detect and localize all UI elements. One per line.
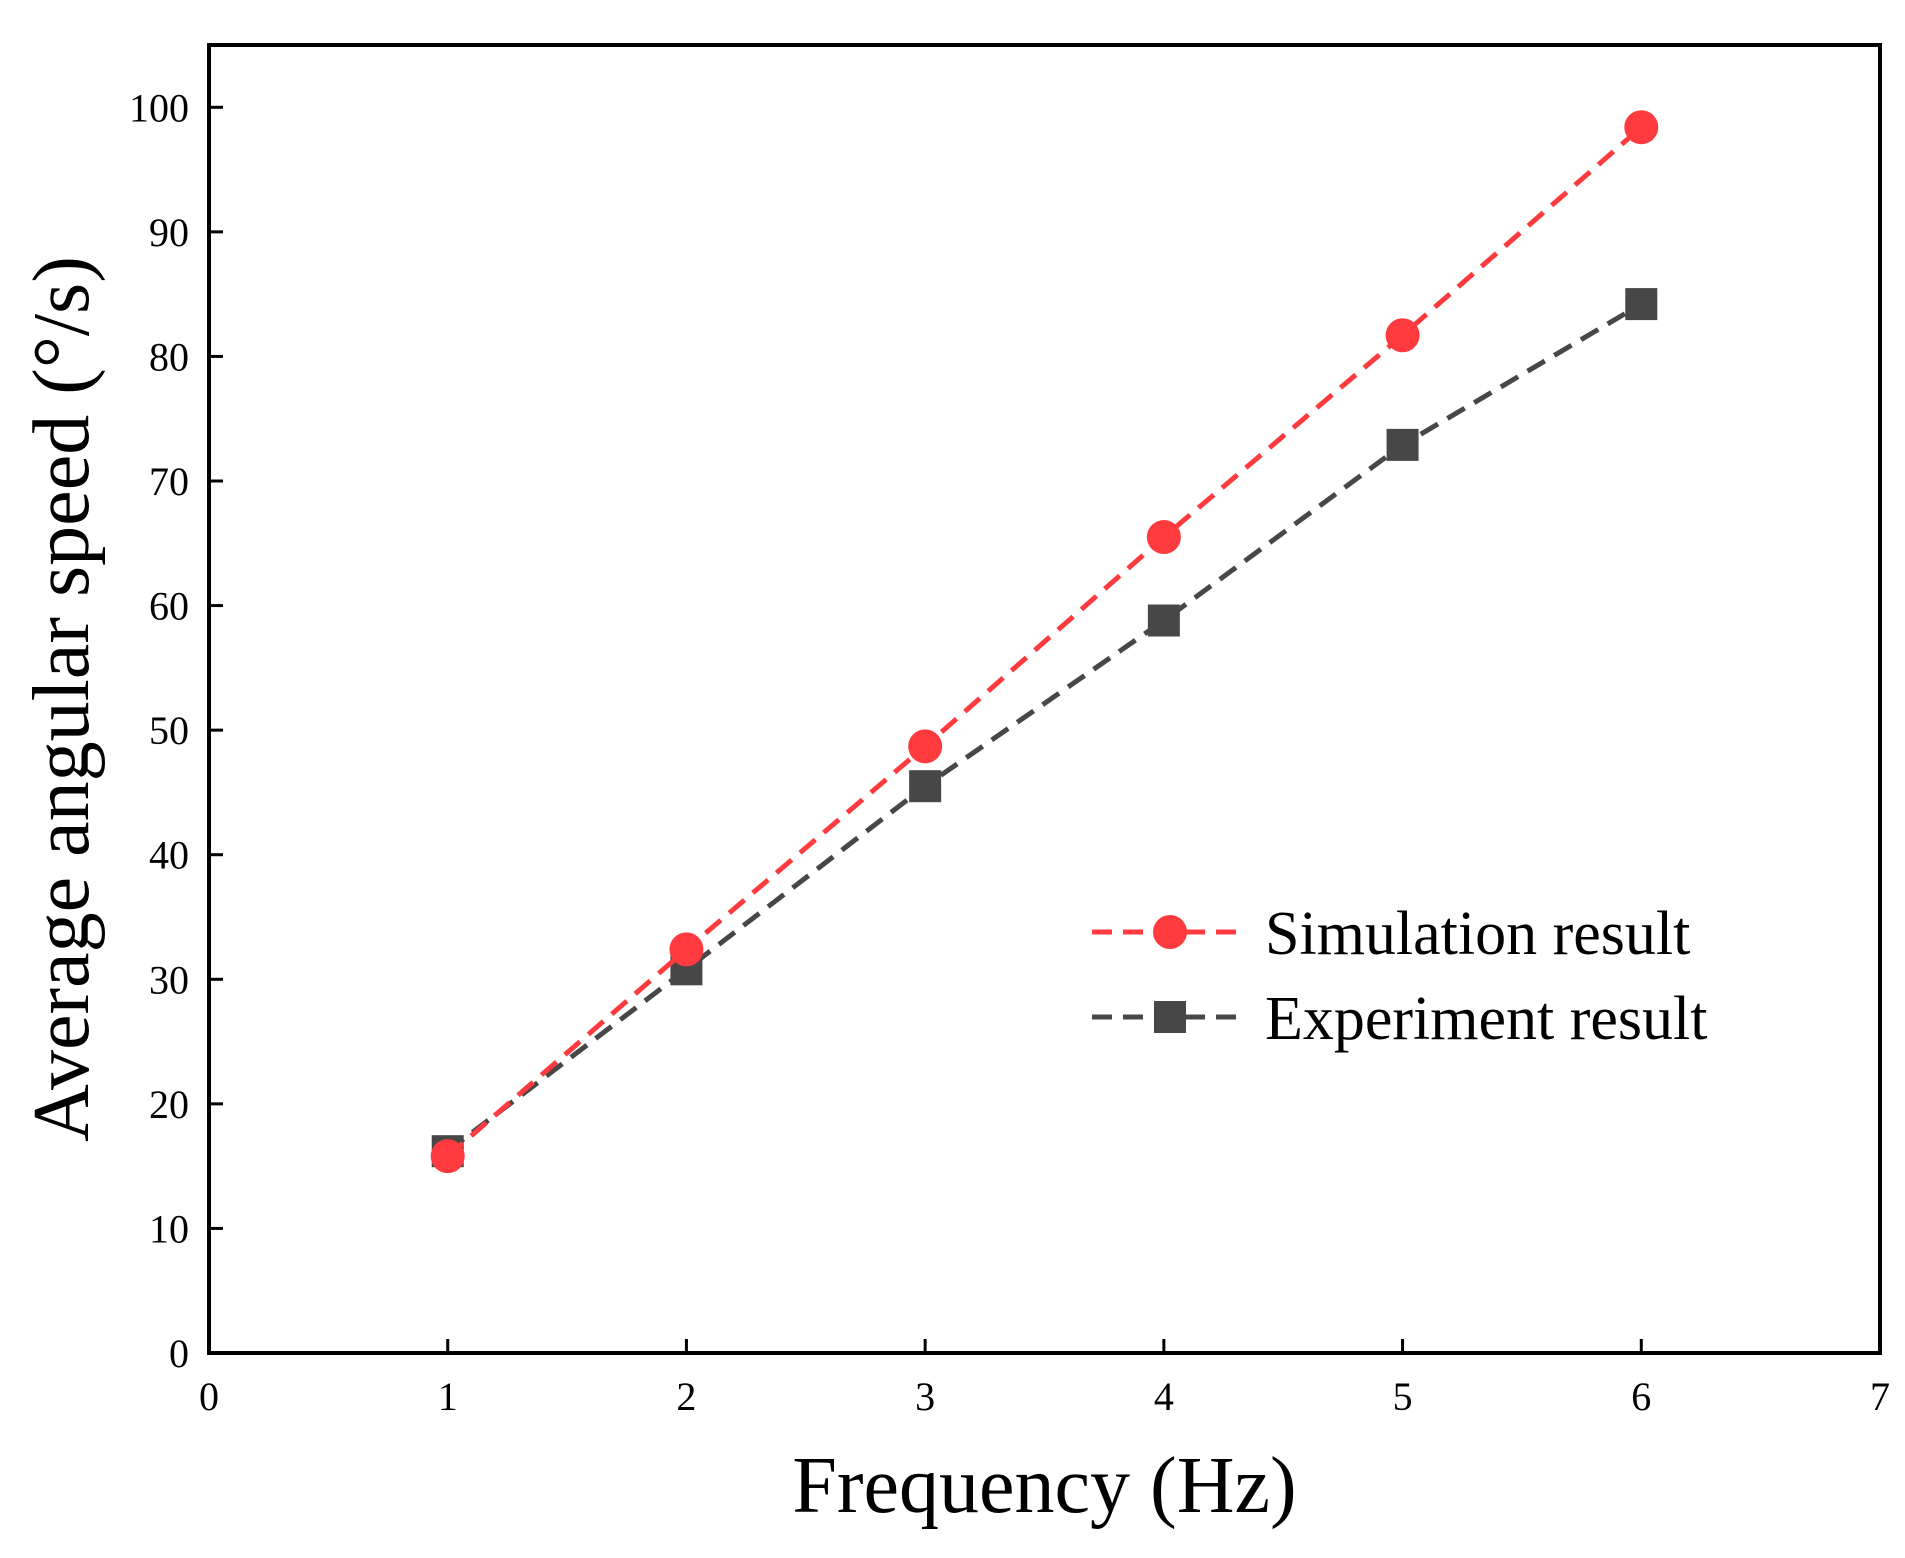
x-axis-title: Frequency (Hz): [792, 1442, 1296, 1530]
point-0-4: [1385, 318, 1420, 353]
x-tick-label-0: 0: [199, 1374, 219, 1419]
x-tick-label-5: 5: [1393, 1374, 1413, 1419]
y-tick-label-4: 40: [149, 833, 189, 878]
series-line-0: [446, 125, 1643, 1159]
y-tick-label-3: 30: [149, 957, 189, 1002]
point-0-3: [1146, 520, 1181, 555]
x-tick-label-4: 4: [1154, 1374, 1174, 1419]
legend-item-0: Simulation result: [1092, 900, 1690, 968]
x-tick-label-6: 6: [1631, 1374, 1651, 1419]
x-axis: 0 1 2 3 4 5 6 7: [199, 1339, 1890, 1419]
series-simulation: [430, 110, 1659, 1174]
series-group: [430, 110, 1659, 1174]
legend-label-1: Experiment result: [1265, 985, 1707, 1053]
y-tick-label-0: 0: [169, 1331, 189, 1376]
y-tick-label-7: 70: [149, 459, 189, 504]
y-tick-label-6: 60: [149, 584, 189, 629]
x-tick-label-1: 1: [438, 1374, 458, 1419]
x-tick-label-2: 2: [676, 1374, 696, 1419]
point-1-3: [1147, 604, 1180, 637]
legend: Simulation result Experiment result: [1092, 900, 1707, 1053]
point-0-5: [1624, 110, 1659, 145]
series-line-1: [446, 301, 1643, 1154]
series-experiment: [431, 288, 1658, 1168]
legend-item-1: Experiment result: [1092, 985, 1707, 1053]
plot-frame: [207, 43, 1882, 1355]
point-1-4: [1386, 428, 1419, 461]
y-tick-label-10: 100: [129, 85, 189, 130]
point-0-1: [669, 932, 704, 967]
legend-marker-0: [1153, 915, 1187, 949]
point-1-2: [909, 770, 942, 803]
y-axis-title: Average angular speed (°/s): [18, 256, 106, 1142]
point-1-5: [1625, 288, 1658, 321]
legend-label-0: Simulation result: [1265, 900, 1690, 968]
y-tick-label-8: 80: [149, 334, 189, 379]
y-tick-label-5: 50: [149, 708, 189, 753]
point-0-0: [430, 1139, 465, 1174]
x-tick-label-7: 7: [1870, 1374, 1890, 1419]
y-axis: 0 10 20 30 40 50 60 70 80 90 100: [129, 85, 223, 1376]
y-tick-label-9: 90: [149, 210, 189, 255]
y-tick-label-1: 10: [149, 1206, 189, 1251]
point-0-2: [908, 729, 943, 764]
y-tick-label-2: 20: [149, 1082, 189, 1127]
x-tick-label-3: 3: [915, 1374, 935, 1419]
legend-marker-1: [1154, 1001, 1186, 1033]
